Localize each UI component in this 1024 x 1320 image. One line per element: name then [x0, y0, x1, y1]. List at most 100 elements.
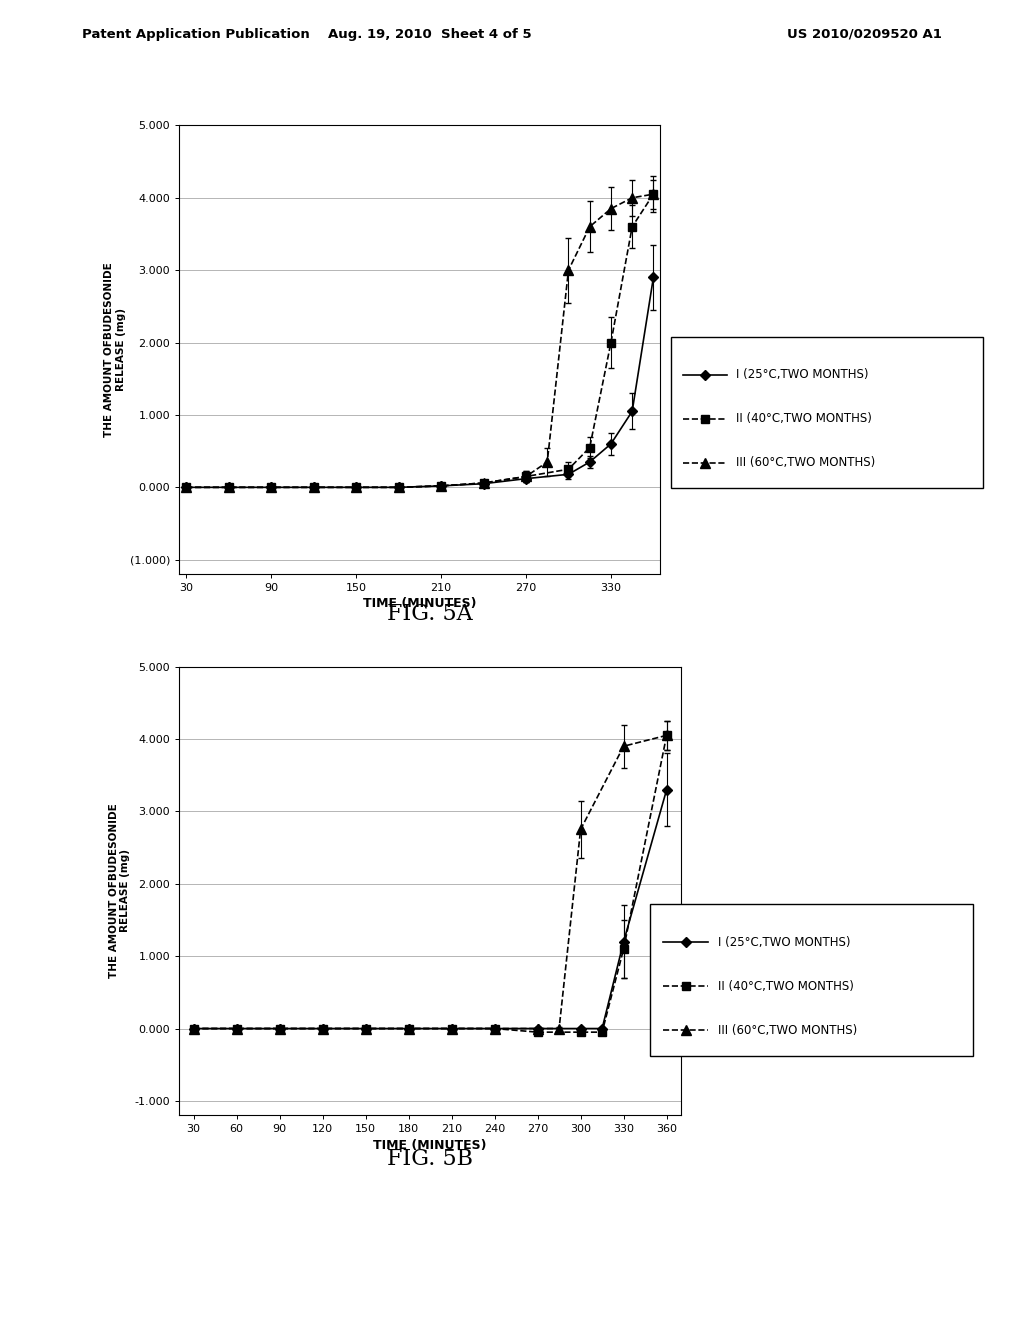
III (60°C,TWO MONTHS) [307, 479, 319, 495]
I (25°C,TWO MONTHS) [435, 478, 447, 494]
II (40°C,TWO MONTHS) [265, 479, 278, 495]
III (60°C,TWO MONTHS) [647, 186, 659, 202]
I (25°C,TWO MONTHS) [222, 479, 234, 495]
II (40°C,TWO MONTHS) [307, 479, 319, 495]
Y-axis label: THE AMOUNT OFBUDESONIDE
RELEASE (mg): THE AMOUNT OFBUDESONIDE RELEASE (mg) [109, 804, 130, 978]
Line: II (40°C,TWO MONTHS): II (40°C,TWO MONTHS) [182, 190, 657, 491]
II (40°C,TWO MONTHS) [435, 478, 447, 494]
III (60°C,TWO MONTHS) [531, 1020, 544, 1036]
Text: FIG. 5A: FIG. 5A [387, 603, 473, 624]
III (60°C,TWO MONTHS) [350, 479, 362, 495]
II (40°C,TWO MONTHS) [605, 335, 617, 351]
Text: US 2010/0209520 A1: US 2010/0209520 A1 [787, 28, 942, 41]
III (60°C,TWO MONTHS) [180, 479, 193, 495]
I (25°C,TWO MONTHS) [660, 781, 673, 797]
I (25°C,TWO MONTHS) [596, 1020, 608, 1036]
I (25°C,TWO MONTHS) [359, 1020, 372, 1036]
III (60°C,TWO MONTHS) [230, 1020, 243, 1036]
X-axis label: TIME (MINUTES): TIME (MINUTES) [374, 1139, 486, 1151]
Text: I (25°C,TWO MONTHS): I (25°C,TWO MONTHS) [736, 368, 868, 381]
III (60°C,TWO MONTHS) [273, 1020, 286, 1036]
I (25°C,TWO MONTHS) [350, 479, 362, 495]
I (25°C,TWO MONTHS) [402, 1020, 415, 1036]
II (40°C,TWO MONTHS) [520, 469, 532, 484]
III (60°C,TWO MONTHS) [435, 478, 447, 494]
X-axis label: TIME (MINUTES): TIME (MINUTES) [364, 598, 476, 610]
II (40°C,TWO MONTHS) [574, 1024, 587, 1040]
II (40°C,TWO MONTHS) [445, 1020, 458, 1036]
III (60°C,TWO MONTHS) [265, 479, 278, 495]
I (25°C,TWO MONTHS) [647, 269, 659, 285]
II (40°C,TWO MONTHS) [660, 727, 673, 743]
III (60°C,TWO MONTHS) [316, 1020, 329, 1036]
I (25°C,TWO MONTHS) [273, 1020, 286, 1036]
Text: III (60°C,TWO MONTHS): III (60°C,TWO MONTHS) [736, 457, 876, 469]
Text: I (25°C,TWO MONTHS): I (25°C,TWO MONTHS) [718, 936, 851, 949]
Text: II (40°C,TWO MONTHS): II (40°C,TWO MONTHS) [736, 412, 872, 425]
I (25°C,TWO MONTHS) [574, 1020, 587, 1036]
II (40°C,TWO MONTHS) [222, 479, 234, 495]
II (40°C,TWO MONTHS) [531, 1024, 544, 1040]
II (40°C,TWO MONTHS) [617, 941, 630, 957]
III (60°C,TWO MONTHS) [562, 263, 574, 279]
I (25°C,TWO MONTHS) [392, 479, 404, 495]
Text: Aug. 19, 2010  Sheet 4 of 5: Aug. 19, 2010 Sheet 4 of 5 [329, 28, 531, 41]
Text: III (60°C,TWO MONTHS): III (60°C,TWO MONTHS) [718, 1024, 857, 1036]
Text: Patent Application Publication: Patent Application Publication [82, 28, 309, 41]
I (25°C,TWO MONTHS) [445, 1020, 458, 1036]
III (60°C,TWO MONTHS) [187, 1020, 200, 1036]
FancyBboxPatch shape [671, 337, 983, 488]
II (40°C,TWO MONTHS) [402, 1020, 415, 1036]
Line: I (25°C,TWO MONTHS): I (25°C,TWO MONTHS) [190, 787, 670, 1032]
III (60°C,TWO MONTHS) [553, 1020, 565, 1036]
Text: FIG. 5B: FIG. 5B [387, 1148, 473, 1170]
II (40°C,TWO MONTHS) [596, 1024, 608, 1040]
Y-axis label: THE AMOUNT OFBUDESONIDE
RELEASE (mg): THE AMOUNT OFBUDESONIDE RELEASE (mg) [104, 263, 126, 437]
I (25°C,TWO MONTHS) [316, 1020, 329, 1036]
III (60°C,TWO MONTHS) [445, 1020, 458, 1036]
Text: II (40°C,TWO MONTHS): II (40°C,TWO MONTHS) [718, 979, 854, 993]
III (60°C,TWO MONTHS) [660, 727, 673, 743]
FancyBboxPatch shape [650, 904, 973, 1056]
Line: III (60°C,TWO MONTHS): III (60°C,TWO MONTHS) [188, 730, 672, 1034]
III (60°C,TWO MONTHS) [520, 469, 532, 484]
I (25°C,TWO MONTHS) [562, 466, 574, 482]
I (25°C,TWO MONTHS) [605, 436, 617, 451]
II (40°C,TWO MONTHS) [626, 219, 638, 235]
III (60°C,TWO MONTHS) [617, 738, 630, 754]
III (60°C,TWO MONTHS) [392, 479, 404, 495]
I (25°C,TWO MONTHS) [187, 1020, 200, 1036]
I (25°C,TWO MONTHS) [180, 479, 193, 495]
I (25°C,TWO MONTHS) [626, 404, 638, 420]
III (60°C,TWO MONTHS) [488, 1020, 501, 1036]
III (60°C,TWO MONTHS) [402, 1020, 415, 1036]
II (40°C,TWO MONTHS) [359, 1020, 372, 1036]
II (40°C,TWO MONTHS) [180, 479, 193, 495]
II (40°C,TWO MONTHS) [584, 440, 596, 455]
I (25°C,TWO MONTHS) [531, 1020, 544, 1036]
III (60°C,TWO MONTHS) [626, 190, 638, 206]
III (60°C,TWO MONTHS) [359, 1020, 372, 1036]
III (60°C,TWO MONTHS) [222, 479, 234, 495]
II (40°C,TWO MONTHS) [316, 1020, 329, 1036]
II (40°C,TWO MONTHS) [488, 1020, 501, 1036]
III (60°C,TWO MONTHS) [584, 219, 596, 235]
I (25°C,TWO MONTHS) [307, 479, 319, 495]
I (25°C,TWO MONTHS) [488, 1020, 501, 1036]
Line: II (40°C,TWO MONTHS): II (40°C,TWO MONTHS) [189, 731, 671, 1036]
Line: III (60°C,TWO MONTHS): III (60°C,TWO MONTHS) [181, 189, 658, 492]
I (25°C,TWO MONTHS) [520, 471, 532, 487]
II (40°C,TWO MONTHS) [392, 479, 404, 495]
I (25°C,TWO MONTHS) [477, 475, 489, 491]
I (25°C,TWO MONTHS) [265, 479, 278, 495]
II (40°C,TWO MONTHS) [230, 1020, 243, 1036]
II (40°C,TWO MONTHS) [273, 1020, 286, 1036]
I (25°C,TWO MONTHS) [617, 933, 630, 949]
II (40°C,TWO MONTHS) [477, 475, 489, 491]
III (60°C,TWO MONTHS) [541, 454, 553, 470]
III (60°C,TWO MONTHS) [605, 201, 617, 216]
Line: I (25°C,TWO MONTHS): I (25°C,TWO MONTHS) [183, 275, 656, 491]
II (40°C,TWO MONTHS) [562, 461, 574, 477]
I (25°C,TWO MONTHS) [584, 454, 596, 470]
II (40°C,TWO MONTHS) [350, 479, 362, 495]
